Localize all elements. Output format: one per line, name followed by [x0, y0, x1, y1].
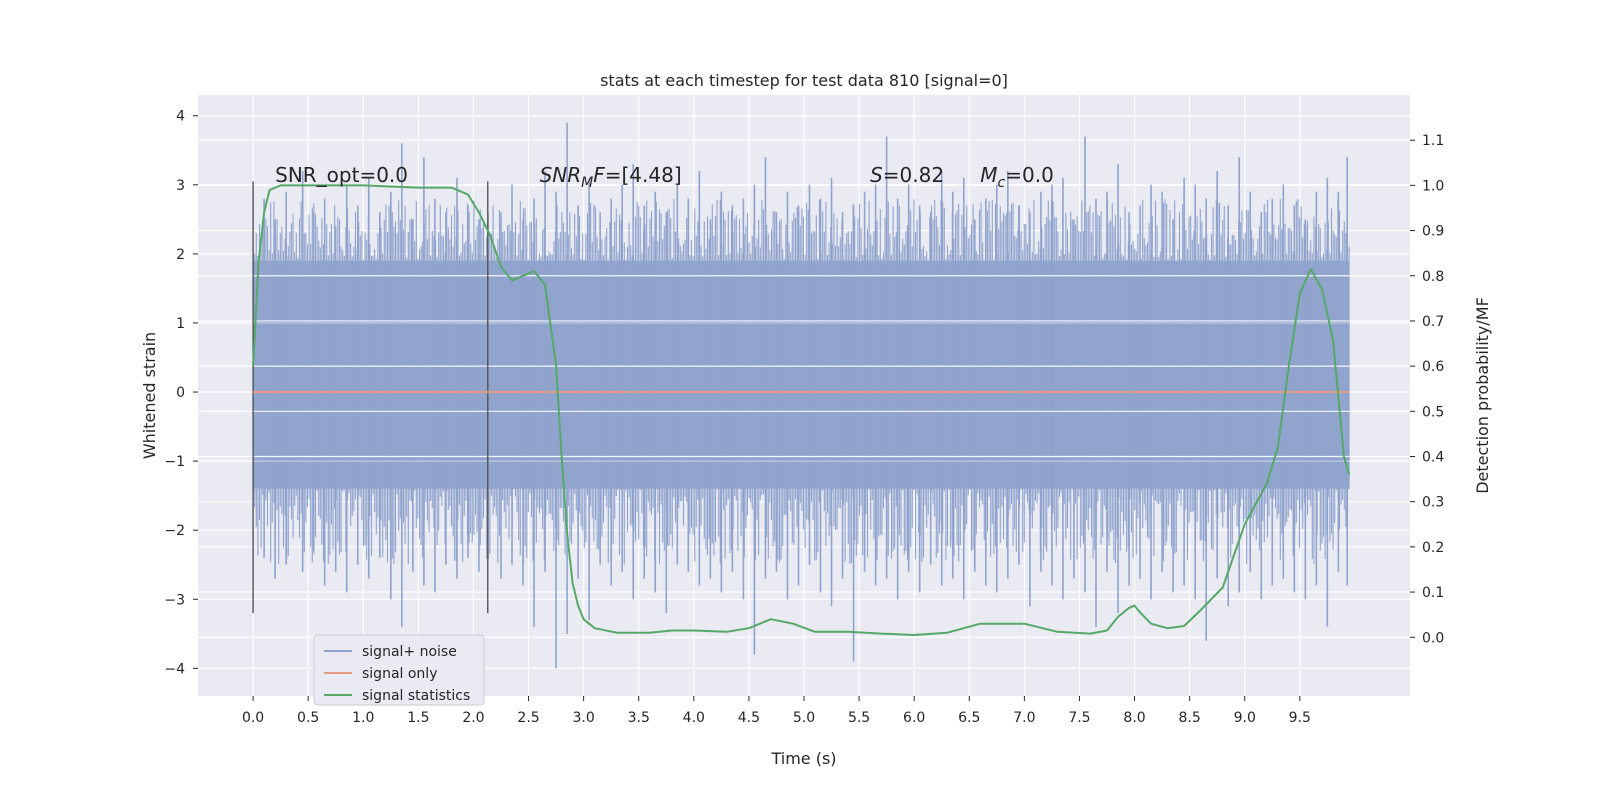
- y-tick-label: 0: [176, 385, 185, 401]
- series-signal-statistics: [252, 184, 1351, 636]
- x-tick-label: 3.5: [628, 710, 650, 726]
- y-tick-label: 2: [176, 247, 185, 263]
- annotations: SNR_opt=0.0 SNRMF=[4.48] S=0.82 Mc=0.0: [275, 163, 1054, 191]
- y-tick-label: −1: [164, 454, 185, 470]
- y2-axis-label: Detection probability/MF: [1473, 297, 1492, 494]
- x-tick-label: 5.5: [848, 710, 870, 726]
- annotation-text: Mc=0.0: [980, 163, 1054, 191]
- x-tick-label: 6.0: [903, 710, 925, 726]
- y2-tick-label: 0.7: [1422, 314, 1444, 330]
- x-tick-label: 4.5: [738, 710, 760, 726]
- x-tick-label: 0.5: [297, 710, 319, 726]
- x-axis-label: Time (s): [770, 749, 836, 768]
- y2-tick-label: 1.0: [1422, 178, 1444, 194]
- series-lines: [252, 184, 1351, 636]
- x-tick-label: 4.0: [683, 710, 705, 726]
- y2-tick-label: 0.5: [1422, 404, 1444, 420]
- y-axis-label: Whitened strain: [140, 332, 159, 459]
- x-tick-label: 2.5: [517, 710, 539, 726]
- y-tick-label: 4: [176, 109, 185, 125]
- x-tick-label: 5.0: [793, 710, 815, 726]
- x-tick-label: 1.0: [352, 710, 374, 726]
- x-tick-label: 1.5: [407, 710, 429, 726]
- y2-tick-label: 0.2: [1422, 540, 1444, 556]
- legend: signal+ noise signal only signal statistic…: [313, 634, 485, 706]
- y-tick-label: −4: [164, 661, 185, 677]
- axes: 0.0 0.5 1.0 1.5 2.0 2.5 3.0 3.5 4.0 4.5 5.0 5.5 6.0 6…: [164, 109, 1444, 726]
- annotation-text: SNRMF=[4.48]: [540, 163, 682, 191]
- x-tick-label: 9.5: [1289, 710, 1311, 726]
- x-tick-label: 3.0: [573, 710, 595, 726]
- series-signal-noise: [252, 122, 1350, 669]
- y2-tick-label: 1.1: [1422, 133, 1444, 149]
- y2-tick-label: 0.1: [1422, 585, 1444, 601]
- y2-tick-label: 0.0: [1422, 630, 1444, 646]
- legend-label: signal only: [362, 666, 437, 682]
- y-tick-label: −2: [164, 523, 185, 539]
- legend-label: signal+ noise: [362, 644, 457, 660]
- x-tick-label: 8.0: [1123, 710, 1145, 726]
- x-tick-label: 6.5: [958, 710, 980, 726]
- x-tick-label: 7.0: [1013, 710, 1035, 726]
- x-tick-label: 0.0: [242, 710, 264, 726]
- legend-label: signal statistics: [362, 688, 470, 704]
- x-tick-label: 2.0: [462, 710, 484, 726]
- y-tick-label: −3: [164, 592, 185, 608]
- vertical-markers: [252, 181, 489, 614]
- y2-tick-label: 0.8: [1422, 269, 1444, 285]
- annotation-text: SNR_opt=0.0: [275, 163, 408, 187]
- x-tick-label: 8.5: [1179, 710, 1201, 726]
- x-tick-label: 9.0: [1234, 710, 1256, 726]
- chart-title: stats at each timestep for test data 810…: [600, 71, 1008, 90]
- x-tick-label: 7.5: [1068, 710, 1090, 726]
- y2-tick-label: 0.4: [1422, 450, 1444, 466]
- legend-box: [313, 634, 485, 706]
- y-tick-label: 1: [176, 316, 185, 332]
- y2-tick-label: 0.9: [1422, 224, 1444, 240]
- annotation-text: S=0.82: [870, 163, 944, 187]
- y2-tick-label: 0.3: [1422, 495, 1444, 511]
- y2-tick-label: 0.6: [1422, 359, 1444, 375]
- y-tick-label: 3: [176, 178, 185, 194]
